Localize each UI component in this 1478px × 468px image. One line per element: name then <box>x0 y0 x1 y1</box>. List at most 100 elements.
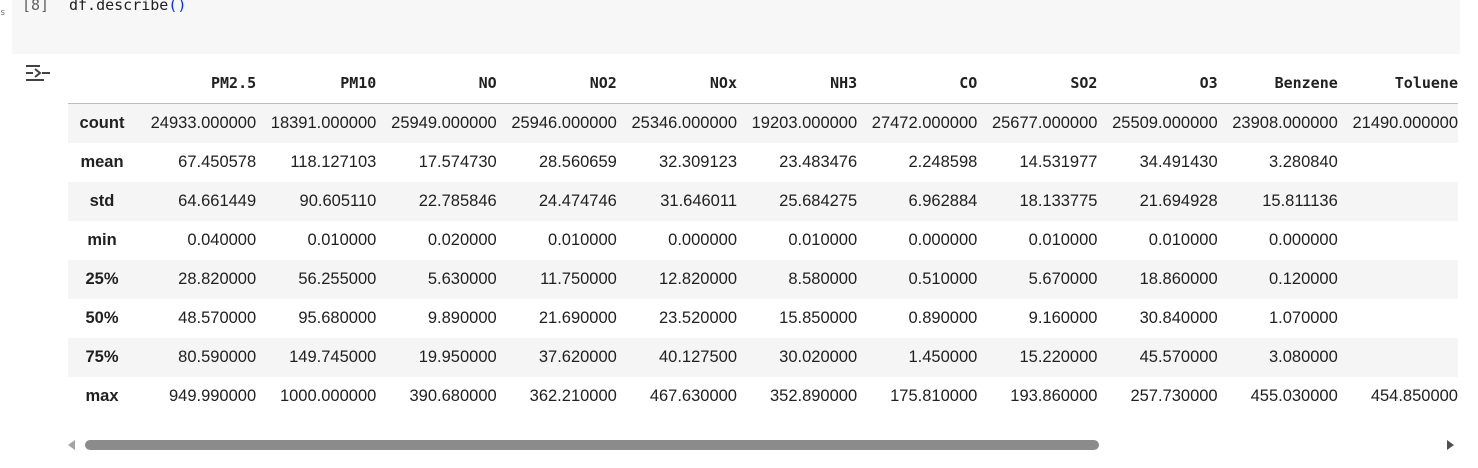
table-row: min 0.040000 0.010000 0.020000 0.010000 0.000… <box>68 221 1458 260</box>
table-cell: 8.580000 <box>788 270 858 288</box>
table-cell: 15.811136 <box>1262 192 1338 210</box>
table-cell: 30.840000 <box>1139 309 1218 327</box>
table-cell: 949.990000 <box>168 387 257 405</box>
table-row: mean 67.450578 118.127103 17.574730 28.56065… <box>68 143 1458 182</box>
code-paren: () <box>168 0 187 14</box>
table-cell: 0.020000 <box>427 231 497 249</box>
table-cell: 23908.000000 <box>1232 114 1338 132</box>
table-cell: 0.040000 <box>187 231 257 249</box>
table-cell: 28.560659 <box>538 153 617 171</box>
table-cell: 0.000000 <box>668 231 737 249</box>
table-cell: 0.890000 <box>908 309 978 327</box>
table-cell: 24.474746 <box>538 192 617 210</box>
table-cell: 5.630000 <box>427 270 497 288</box>
left-margin-text: s <box>0 8 6 18</box>
table-cell: 19203.000000 <box>751 114 858 132</box>
row-label: 75% <box>85 348 119 366</box>
table-cell: 352.890000 <box>769 387 858 405</box>
table-row: std 64.661449 90.605110 22.785846 24.474746 3… <box>68 182 1458 221</box>
execution-count: [8] <box>22 0 50 14</box>
triangle-left-icon[interactable] <box>68 440 75 450</box>
row-label: 50% <box>85 309 119 327</box>
table-cell: 48.570000 <box>178 309 257 327</box>
table-cell: 34.491430 <box>1139 153 1218 171</box>
code-cell[interactable]: [8] df.describe() <box>12 0 1460 54</box>
table-cell: 37.620000 <box>538 348 617 366</box>
table-cell: 17.574730 <box>418 153 497 171</box>
row-label: min <box>87 231 117 249</box>
horizontal-scrollbar[interactable] <box>66 438 1456 452</box>
table-cell <box>1338 221 1458 260</box>
code-editor[interactable]: df.describe() <box>69 0 186 14</box>
triangle-right-icon[interactable] <box>1447 440 1454 450</box>
table-cell: 9.160000 <box>1028 309 1098 327</box>
table-cell: 80.590000 <box>178 348 257 366</box>
table-cell: 25946.000000 <box>511 114 617 132</box>
table-cell: 0.010000 <box>548 231 617 249</box>
output-options-icon[interactable] <box>24 62 52 88</box>
table-cell: 23.520000 <box>659 309 737 327</box>
column-header: NOx <box>616 62 737 104</box>
describe-table: PM2.5 PM10 NO NO2 NOx NH3 CO SO2 O3 Benz… <box>68 62 1458 416</box>
table-cell: 25949.000000 <box>391 114 497 132</box>
table-cell: 18.133775 <box>1019 192 1098 210</box>
table-cell: 0.010000 <box>307 231 377 249</box>
table-cell <box>1338 182 1458 221</box>
table-row: 50% 48.570000 95.680000 9.890000 21.690000 23… <box>68 299 1458 338</box>
table-cell: 18391.000000 <box>270 114 377 132</box>
table-cell: 40.127500 <box>659 348 737 366</box>
column-header: NH3 <box>737 62 858 104</box>
table-cell: 362.210000 <box>529 387 617 405</box>
table-cell <box>1338 299 1458 338</box>
dataframe-output: PM2.5 PM10 NO NO2 NOx NH3 CO SO2 O3 Benz… <box>68 62 1458 422</box>
table-cell: 193.860000 <box>1010 387 1098 405</box>
table-cell: 1.070000 <box>1268 309 1338 327</box>
table-cell <box>1338 260 1458 299</box>
table-cell: 95.680000 <box>298 309 377 327</box>
table-cell: 27472.000000 <box>871 114 978 132</box>
table-cell: 9.890000 <box>427 309 497 327</box>
table-cell: 0.120000 <box>1268 270 1338 288</box>
column-header: PM10 <box>256 62 377 104</box>
table-cell: 1.450000 <box>908 348 978 366</box>
table-cell: 0.010000 <box>1028 231 1098 249</box>
column-header: Toluene <box>1337 62 1458 104</box>
table-cell: 390.680000 <box>409 387 497 405</box>
column-header: SO2 <box>977 62 1098 104</box>
corner-cell <box>68 62 136 104</box>
table-cell: 24933.000000 <box>150 114 257 132</box>
table-cell: 454.850000 <box>1370 387 1458 405</box>
table-cell <box>1338 143 1458 182</box>
table-cell: 12.820000 <box>659 270 737 288</box>
table-cell: 31.646011 <box>660 192 737 210</box>
scrollbar-thumb[interactable] <box>85 440 1099 450</box>
table-cell: 14.531977 <box>1019 153 1098 171</box>
column-header: CO <box>857 62 978 104</box>
row-label: count <box>79 114 125 132</box>
table-cell: 25.684275 <box>779 192 858 210</box>
table-cell: 25677.000000 <box>991 114 1098 132</box>
table-cell: 19.950000 <box>418 348 497 366</box>
table-cell: 2.248598 <box>908 153 978 171</box>
table-cell: 3.280840 <box>1268 153 1338 171</box>
table-cell: 0.000000 <box>908 231 978 249</box>
table-row: count 24933.000000 18391.000000 25949.00000… <box>68 103 1458 143</box>
table-cell: 90.605110 <box>299 192 377 210</box>
table-cell: 21.694928 <box>1139 192 1218 210</box>
table-cell: 0.510000 <box>908 270 978 288</box>
table-cell: 67.450578 <box>178 153 257 171</box>
table-row: max 949.990000 1000.000000 390.680000 362.21… <box>68 377 1458 416</box>
row-label: std <box>89 192 115 210</box>
column-header: NO2 <box>496 62 617 104</box>
table-cell: 149.745000 <box>289 348 377 366</box>
table-cell: 3.080000 <box>1268 348 1338 366</box>
table-cell: 56.255000 <box>298 270 377 288</box>
column-header: NO <box>376 62 497 104</box>
table-cell: 6.962884 <box>908 192 978 210</box>
table-cell: 23.483476 <box>779 153 858 171</box>
table-cell: 21.690000 <box>538 309 617 327</box>
table-row: 25% 28.820000 56.255000 5.630000 11.750000 12… <box>68 260 1458 299</box>
table-cell: 467.630000 <box>649 387 737 405</box>
table-cell: 118.127103 <box>290 153 377 171</box>
